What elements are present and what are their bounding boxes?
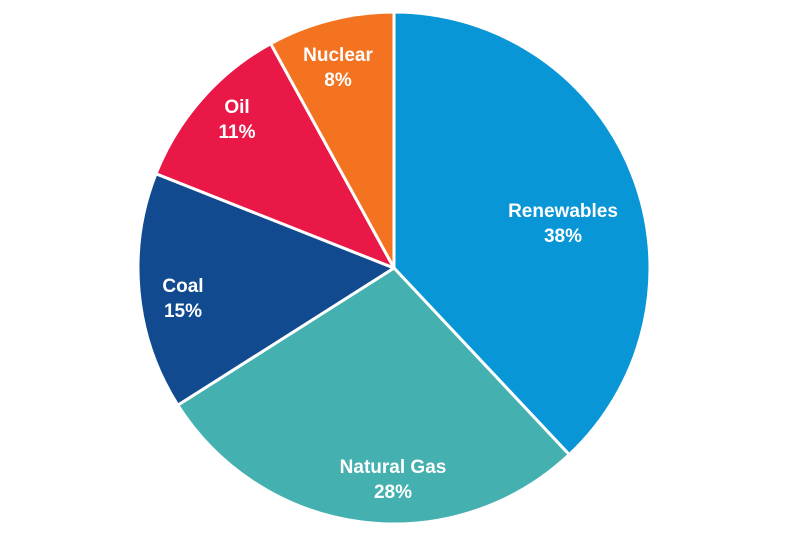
- label-oil: Oil 11%: [219, 97, 256, 143]
- label-coal-name: Coal: [162, 276, 203, 297]
- slice-oil: [154, 42, 396, 270]
- label-renewables: Renewables 38%: [508, 201, 618, 247]
- label-coal-pct: 15%: [164, 301, 202, 322]
- label-oil-pct: 11%: [219, 122, 256, 143]
- label-nuclear: Nuclear 8%: [303, 45, 373, 91]
- label-coal: Coal 15%: [162, 276, 203, 322]
- label-oil-name: Oil: [224, 97, 249, 118]
- label-natural-gas-name: Natural Gas: [340, 457, 447, 478]
- label-nuclear-name: Nuclear: [303, 45, 373, 66]
- label-renewables-name: Renewables: [508, 201, 618, 222]
- label-natural-gas-pct: 28%: [374, 482, 412, 503]
- slice-nuclear: [269, 10, 396, 270]
- pie-slices: [136, 10, 652, 526]
- slice-coal: [136, 172, 396, 407]
- label-natural-gas: Natural Gas 28%: [340, 457, 447, 503]
- label-renewables-pct: 38%: [544, 226, 582, 247]
- slice-natural-gas: [176, 266, 571, 526]
- label-nuclear-pct: 8%: [324, 70, 352, 91]
- slice-renewables: [392, 10, 652, 457]
